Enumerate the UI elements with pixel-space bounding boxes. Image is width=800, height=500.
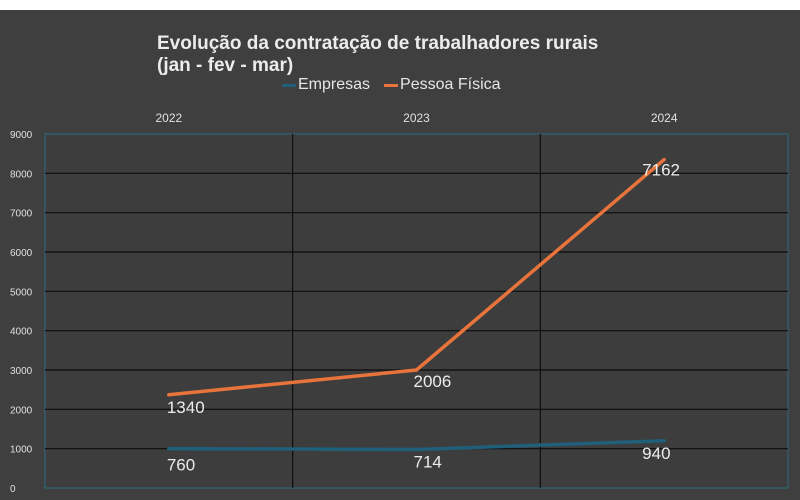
chart-title: Evolução da contratação de trabalhadores…	[157, 33, 599, 54]
data-label: 2006	[414, 372, 452, 391]
data-point	[662, 439, 666, 443]
legend-item-empresas: Empresas	[282, 76, 370, 94]
legend-label-empresas: Empresas	[298, 76, 371, 93]
legend-swatch-empresas	[282, 83, 296, 87]
data-label: 940	[642, 444, 670, 463]
data-label: 760	[167, 456, 195, 475]
data-point	[415, 447, 418, 451]
x-tick-label: 2023	[403, 111, 430, 125]
y-tick-label: 8000	[10, 169, 33, 180]
y-tick-label: 4000	[10, 327, 33, 338]
data-point	[662, 158, 666, 162]
y-tick-label: 6000	[10, 248, 33, 259]
y-tick-label: 2000	[10, 405, 33, 416]
chart-legend: Empresas Pessoa Física	[282, 76, 501, 94]
y-tick-label: 3000	[10, 366, 33, 377]
data-label: 7162	[642, 161, 680, 180]
data-label: 714	[414, 452, 442, 471]
data-label: 1340	[167, 398, 205, 417]
plot-area	[44, 133, 789, 489]
data-point	[167, 393, 171, 397]
x-tick-label: 2022	[155, 111, 182, 125]
chart-title-block: Evolução da contratação de trabalhadores…	[157, 33, 598, 77]
chart-subtitle: (jan - fev - mar)	[157, 55, 294, 76]
y-tick-label: 7000	[10, 209, 33, 220]
legend-label-pessoa-fisica: Pessoa Física	[400, 76, 501, 93]
y-tick-label: 1000	[10, 445, 33, 456]
y-tick-label: 9000	[10, 130, 33, 141]
data-point	[415, 368, 418, 372]
y-tick-label: 0	[10, 484, 16, 495]
x-tick-label: 2024	[651, 111, 678, 125]
y-tick-label: 5000	[10, 287, 33, 298]
legend-item-pessoa-fisica: Pessoa Física	[384, 76, 501, 94]
legend-swatch-pessoa-fisica	[384, 83, 399, 87]
data-point	[167, 447, 171, 451]
